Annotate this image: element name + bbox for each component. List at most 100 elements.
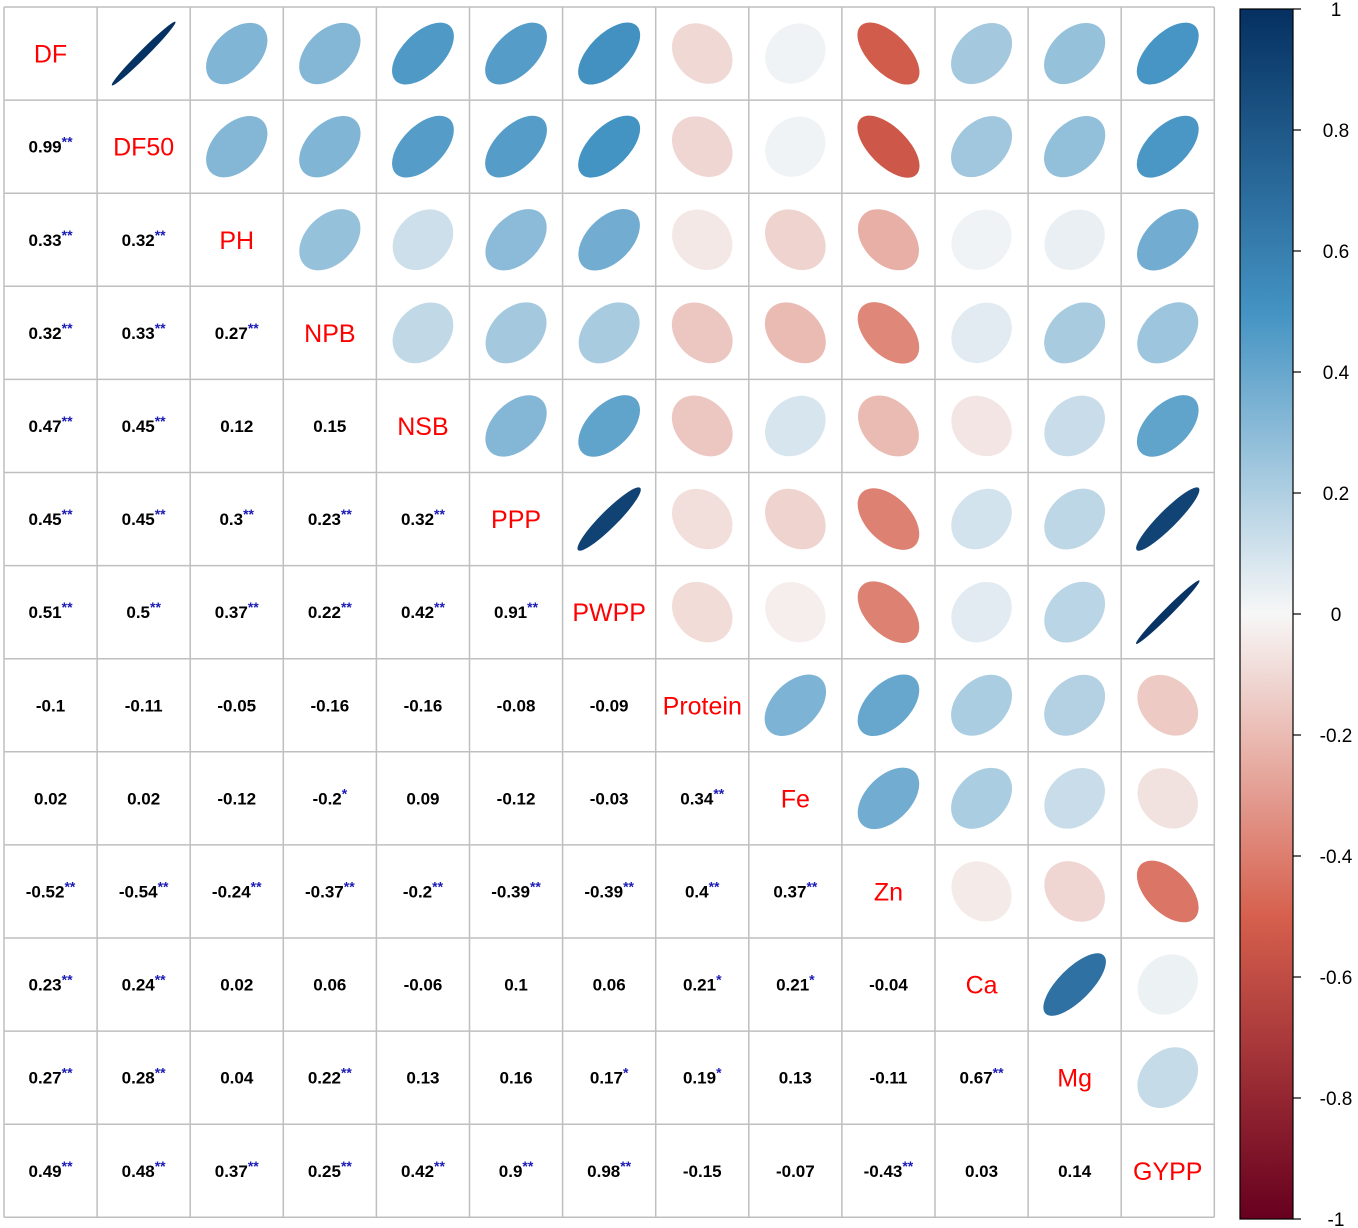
significance-stars: **: [62, 972, 73, 988]
coef-ca-npb: 0.06: [313, 976, 346, 995]
ellipse-ph-mg: [1044, 209, 1105, 270]
ellipse-df-nsb: [392, 22, 454, 85]
coef-zn-pwpp: -0.39**: [584, 878, 634, 901]
ellipse-ppp-mg: [1044, 488, 1106, 550]
coef-value: 0.19: [683, 1069, 716, 1088]
ellipse-ph-fe: [765, 209, 826, 271]
coef-gypp-ca: 0.03: [965, 1162, 998, 1181]
coef-mg-zn: -0.11: [870, 1069, 908, 1088]
coef-value: 0.04: [220, 1069, 254, 1088]
significance-stars: **: [62, 134, 73, 150]
coef-value: -0.09: [590, 696, 629, 715]
coef-nsb-ph: 0.12: [220, 417, 253, 436]
coef-value: 0.28: [122, 1069, 155, 1088]
significance-stars: **: [434, 1158, 445, 1174]
diagonal-label-ppp: PPP: [491, 506, 541, 534]
significance-stars: **: [155, 227, 166, 243]
coef-nsb-npb: 0.15: [313, 417, 346, 436]
coef-zn-npb: -0.37**: [305, 878, 355, 901]
coef-value: 0.42: [401, 603, 434, 622]
coef-protein-npb: -0.16: [310, 696, 349, 715]
diagonal-label-ph: PH: [219, 227, 254, 255]
coef-ca-fe: 0.21*: [776, 972, 815, 995]
ellipse-ph-pwpp: [578, 209, 640, 271]
coef-mg-ca: 0.67**: [960, 1065, 1005, 1088]
colorbar-tick-label: 1: [1331, 0, 1342, 21]
coef-value: -0.15: [683, 1162, 722, 1181]
diagonal-label-fe: Fe: [781, 785, 810, 813]
ellipse-ppp-zn: [857, 488, 920, 550]
colorbar-gradient: [1239, 8, 1294, 1220]
coef-gypp-fe: -0.07: [776, 1162, 815, 1181]
coef-value: 0.02: [220, 976, 253, 995]
coef-protein-ph: -0.05: [217, 696, 256, 715]
coef-value: -0.07: [776, 1162, 815, 1181]
ellipse-protein-mg: [1044, 674, 1106, 736]
ellipse-df50-ph: [206, 115, 268, 178]
diagonal-label-protein: Protein: [663, 692, 742, 720]
ellipse-protein-zn: [857, 674, 920, 737]
significance-stars: **: [993, 1065, 1004, 1081]
diagonal-label-pwpp: PWPP: [572, 599, 646, 627]
ellipse-pwpp-zn: [857, 581, 920, 643]
coef-gypp-npb: 0.25**: [308, 1158, 353, 1181]
ellipse-zn-mg: [1044, 861, 1105, 922]
coef-value: 0.45: [29, 510, 62, 529]
significance-stars: *: [716, 1065, 722, 1081]
coef-value: 0.32: [29, 324, 62, 343]
significance-stars: **: [155, 320, 166, 336]
coef-value: 0.06: [593, 976, 626, 995]
coef-value: 0.49: [29, 1162, 62, 1181]
coef-fe-ppp: -0.12: [497, 789, 536, 808]
ellipse-ppp-fe: [765, 488, 826, 550]
coef-gypp-df: 0.49**: [29, 1158, 74, 1181]
ellipse-nsb-protein: [671, 395, 733, 457]
coef-value: 0.21: [683, 976, 716, 995]
significance-stars: **: [902, 1158, 913, 1174]
coef-zn-ppp: -0.39**: [491, 878, 541, 901]
coef-ca-protein: 0.21*: [683, 972, 722, 995]
coef-value: -0.2: [403, 882, 432, 901]
significance-stars: **: [155, 506, 166, 522]
coef-npb-df: 0.32**: [29, 320, 74, 343]
ellipse-fe-mg: [1044, 768, 1105, 829]
coef-ca-ppp: 0.1: [504, 976, 528, 995]
ellipse-df-mg: [1044, 22, 1106, 85]
coef-protein-df50: -0.11: [125, 696, 163, 715]
coef-ca-nsb: -0.06: [404, 976, 443, 995]
coef-value: 0.3: [219, 510, 243, 529]
diagonal-label-nsb: NSB: [397, 413, 448, 441]
ellipse-ph-ca: [951, 209, 1012, 270]
significance-stars: **: [62, 1065, 73, 1081]
ellipse-df50-zn: [857, 115, 920, 178]
coef-gypp-pwpp: 0.98**: [587, 1158, 632, 1181]
ellipse-protein-ca: [951, 674, 1013, 736]
significance-stars: **: [713, 785, 724, 801]
coef-value: 0.14: [1058, 1162, 1092, 1181]
ellipse-df-df50: [111, 21, 176, 86]
ellipse-df-gypp: [1136, 22, 1199, 85]
coef-value: -0.54: [119, 882, 158, 901]
colorbar-tick-label: -1: [1328, 1210, 1345, 1228]
colorbar: 1 0.8 0.6 0.4 0.2 0 -0.2 -0.4 -0.6 -0.8 -1: [1239, 0, 1353, 1228]
coef-gypp-ph: 0.37**: [215, 1158, 260, 1181]
coef-value: 0.06: [313, 976, 346, 995]
significance-stars: **: [158, 878, 169, 894]
ellipse-nsb-zn: [857, 395, 919, 457]
coef-value: 0.33: [122, 324, 155, 343]
significance-stars: **: [248, 599, 259, 615]
ellipse-df-zn: [857, 22, 920, 85]
coef-value: -0.12: [497, 789, 536, 808]
ellipse-protein-gypp: [1137, 674, 1199, 736]
ellipse-pwpp-protein: [671, 581, 733, 643]
coef-value: -0.06: [404, 976, 443, 995]
colorbar-tick-label: 0.4: [1323, 363, 1350, 384]
diagonal-label-mg: Mg: [1057, 1065, 1092, 1093]
coef-nsb-df50: 0.45**: [122, 413, 167, 436]
coef-value: -0.16: [310, 696, 349, 715]
coef-df50-df: 0.99**: [29, 134, 74, 157]
significance-stars: **: [62, 506, 73, 522]
coef-zn-protein: 0.4**: [685, 878, 720, 901]
ellipse-ph-npb: [299, 209, 361, 271]
